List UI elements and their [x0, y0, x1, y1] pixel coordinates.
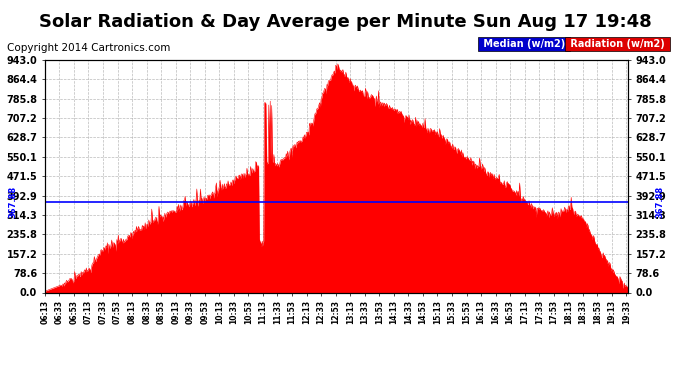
- Text: Radiation (w/m2): Radiation (w/m2): [567, 39, 669, 50]
- Text: 367.88: 367.88: [656, 186, 664, 218]
- Text: Median (w/m2): Median (w/m2): [480, 39, 568, 50]
- Text: Copyright 2014 Cartronics.com: Copyright 2014 Cartronics.com: [7, 43, 170, 53]
- Text: 367.88: 367.88: [8, 186, 17, 218]
- Text: Solar Radiation & Day Average per Minute Sun Aug 17 19:48: Solar Radiation & Day Average per Minute…: [39, 13, 651, 31]
